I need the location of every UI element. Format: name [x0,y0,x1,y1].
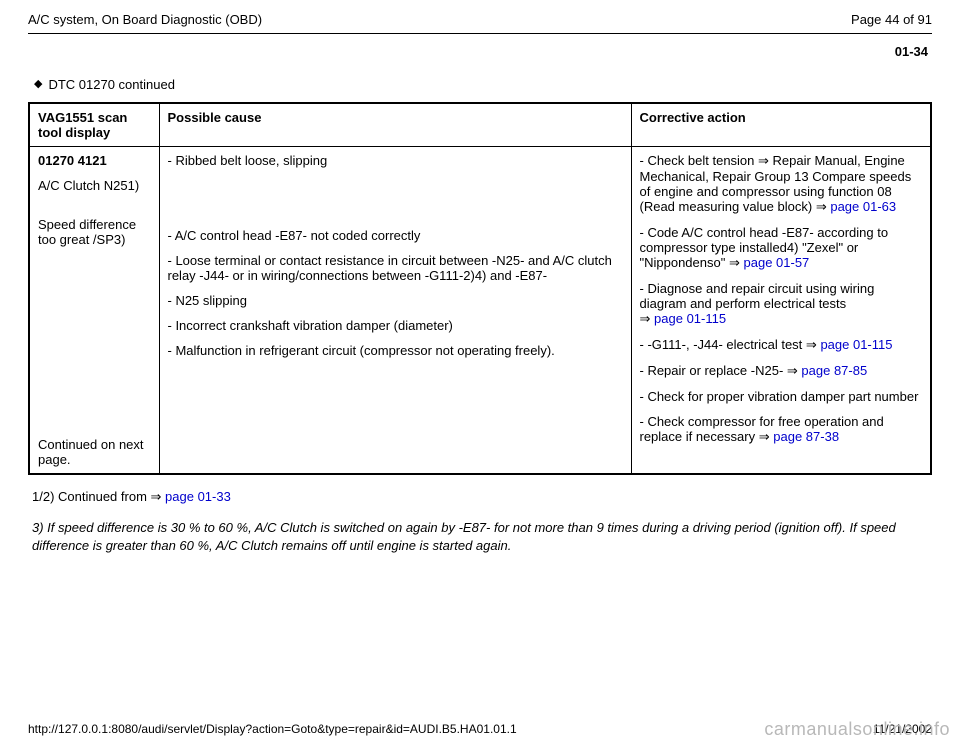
action-p6: - Check for proper vibration damper part… [640,389,923,404]
link-page-01-63[interactable]: page 01-63 [830,199,896,214]
arrow-icon: ⇒ [816,199,827,214]
footer-date: 11/21/2002 [873,722,932,736]
continued-bullet: ◆ DTC 01270 continued [34,77,932,92]
cell-display: 01270 4121 A/C Clutch N251) Speed differ… [29,147,159,475]
cause-p4: - N25 slipping [168,293,623,308]
action-p3a: - Diagnose and repair circuit using wiri… [640,281,875,311]
link-page-01-33[interactable]: page 01-33 [165,489,231,504]
action-p5a: - Repair or replace -N25- [640,363,787,378]
action-p4a: - -G111-, -J44- electrical test [640,337,806,352]
link-page-01-115a[interactable]: page 01-115 [654,311,726,326]
link-page-01-57[interactable]: page 01-57 [744,255,810,270]
cell-action: - Check belt tension ⇒ Repair Manual, En… [631,147,931,475]
action-p2: - Code A/C control head -E87- according … [640,225,923,271]
arrow-icon: ⇒ [151,489,162,504]
doc-title: A/C system, On Board Diagnostic (OBD) [28,12,262,27]
dtc-code: 01270 4121 [38,153,151,168]
footnote-1: 1/2) Continued from ⇒ page 01-33 [32,489,928,505]
cell-cause: - Ribbed belt loose, slipping - A/C cont… [159,147,631,475]
section-page-number: 01-34 [28,44,928,59]
action-p7: - Check compressor for free operation an… [640,414,923,445]
cause-p2: - A/C control head -E87- not coded corre… [168,228,623,243]
col-header-action: Corrective action [631,103,931,147]
arrow-icon: ⇒ [758,153,769,168]
cause-p3: - Loose terminal or contact resistance i… [168,253,623,283]
cause-p1: - Ribbed belt loose, slipping [168,153,623,168]
col-header-display: VAG1551 scan tool display [29,103,159,147]
arrow-icon: ⇒ [729,255,740,270]
arrow-icon: ⇒ [640,311,651,326]
footer-url: http://127.0.0.1:8080/audi/servlet/Displ… [28,722,517,736]
footnote-1a: 1/2) Continued from [32,489,151,504]
action-p1a: - Check belt tension [640,153,759,168]
action-p4: - -G111-, -J44- electrical test ⇒ page 0… [640,337,923,353]
dtc-line4: Continued on next page. [38,437,151,467]
arrow-icon: ⇒ [787,363,798,378]
dtc-line3: Speed difference too great /SP3) [38,217,151,247]
page-footer: http://127.0.0.1:8080/audi/servlet/Displ… [28,722,932,736]
link-page-01-115b[interactable]: page 01-115 [820,337,892,352]
table-row: 01270 4121 A/C Clutch N251) Speed differ… [29,147,931,475]
arrow-icon: ⇒ [806,337,817,352]
dtc-table: VAG1551 scan tool display Possible cause… [28,102,932,475]
diamond-icon: ◆ [34,79,42,90]
link-page-87-38[interactable]: page 87-38 [773,429,839,444]
action-p3: - Diagnose and repair circuit using wiri… [640,281,923,327]
link-page-87-85[interactable]: page 87-85 [801,363,867,378]
table-header-row: VAG1551 scan tool display Possible cause… [29,103,931,147]
header-rule [28,33,932,34]
page-indicator: Page 44 of 91 [851,12,932,27]
continued-text: DTC 01270 continued [48,77,174,92]
col-header-cause: Possible cause [159,103,631,147]
cause-p6: - Malfunction in refrigerant circuit (co… [168,343,623,358]
page-header: A/C system, On Board Diagnostic (OBD) Pa… [28,12,932,33]
action-p1: - Check belt tension ⇒ Repair Manual, En… [640,153,923,215]
dtc-line2: A/C Clutch N251) [38,178,151,193]
page-container: A/C system, On Board Diagnostic (OBD) Pa… [0,0,960,742]
cause-p5: - Incorrect crankshaft vibration damper … [168,318,623,333]
action-p5: - Repair or replace -N25- ⇒ page 87-85 [640,363,923,379]
footnote-2: 3) If speed difference is 30 % to 60 %, … [32,519,928,554]
arrow-icon: ⇒ [759,429,770,444]
